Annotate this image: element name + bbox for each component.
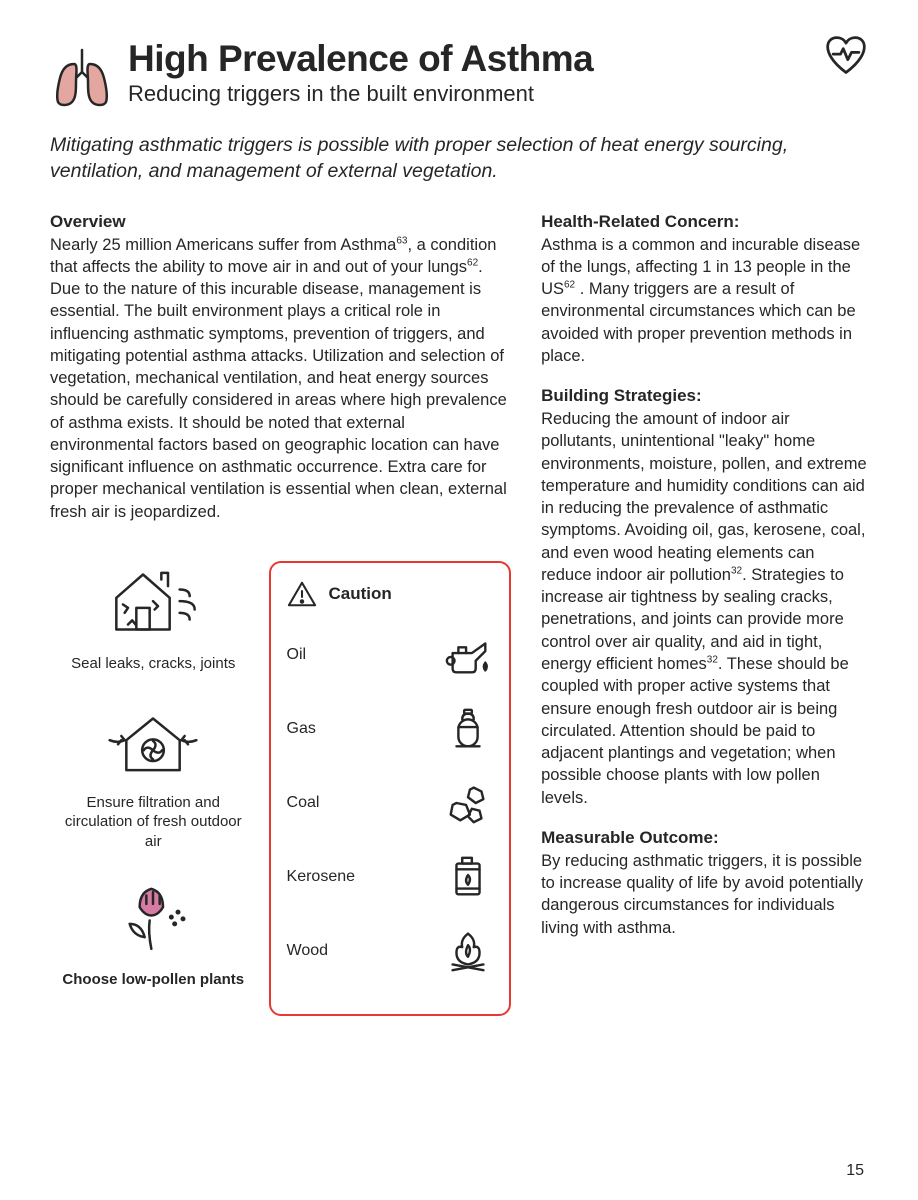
fuel-label-coal: Coal	[287, 794, 444, 812]
house-cracks-icon	[103, 561, 203, 643]
strategy-filter: Ensure filtration and circulation of fre…	[50, 700, 257, 852]
fuel-label-gas: Gas	[287, 720, 444, 738]
overview-text-a: Nearly 25 million Americans suffer from …	[50, 236, 396, 254]
building-strategies-sup-b: 32	[707, 655, 718, 666]
fire-wood-icon	[443, 927, 493, 975]
fuel-row-kerosene: Kerosene	[287, 853, 494, 901]
strategy-plants-label: Choose low-pollen plants	[50, 970, 257, 990]
building-strategies-text-c: . These should be coupled with proper ac…	[541, 655, 849, 807]
right-column: Health-Related Concern: Asthma is a comm…	[541, 211, 868, 1016]
kerosene-can-icon	[443, 853, 493, 901]
lungs-icon	[50, 46, 114, 110]
flower-icon	[103, 877, 203, 959]
page-number: 15	[846, 1162, 864, 1180]
fuel-label-kerosene: Kerosene	[287, 868, 444, 886]
health-concern-heading: Health-Related Concern:	[541, 212, 739, 231]
overview-sup-b: 62	[467, 257, 478, 268]
fuel-row-gas: Gas	[287, 705, 494, 753]
caution-header: Caution	[287, 579, 494, 609]
page-subtitle: Reducing triggers in the built environme…	[128, 81, 824, 107]
overview-sup-a: 63	[396, 235, 407, 246]
left-column: Overview Nearly 25 million Americans suf…	[50, 211, 511, 1016]
intro-text: Mitigating asthmatic triggers is possibl…	[50, 132, 850, 185]
house-fan-icon	[103, 700, 203, 782]
outcome-block: Measurable Outcome: By reducing asthmati…	[541, 827, 868, 939]
building-strategies-sup-a: 32	[731, 565, 742, 576]
strategy-plants: Choose low-pollen plants	[50, 877, 257, 990]
fuel-label-wood: Wood	[287, 942, 444, 960]
caution-title: Caution	[329, 584, 392, 604]
warning-icon	[287, 579, 317, 609]
outcome-text: By reducing asthmatic triggers, it is po…	[541, 852, 863, 937]
overview-block: Overview Nearly 25 million Americans suf…	[50, 211, 511, 523]
health-concern-block: Health-Related Concern: Asthma is a comm…	[541, 211, 868, 368]
fuel-row-wood: Wood	[287, 927, 494, 975]
health-concern-text-b: . Many triggers are a result of environm…	[541, 280, 856, 365]
overview-heading: Overview	[50, 212, 126, 231]
heart-pulse-icon	[824, 34, 868, 78]
header-text: High Prevalence of Asthma Reducing trigg…	[128, 40, 824, 107]
strategy-filter-label: Ensure filtration and circulation of fre…	[50, 793, 257, 852]
page-header: High Prevalence of Asthma Reducing trigg…	[50, 40, 868, 110]
strategies-list: Seal leaks, cracks, joints Ensure filtra…	[50, 561, 257, 1016]
strategy-seal-label: Seal leaks, cracks, joints	[50, 654, 257, 674]
fuel-row-oil: Oil	[287, 631, 494, 679]
building-strategies-heading: Building Strategies:	[541, 386, 702, 405]
fuel-row-coal: Coal	[287, 779, 494, 827]
content-columns: Overview Nearly 25 million Americans suf…	[50, 211, 868, 1016]
health-concern-sup-a: 62	[564, 280, 575, 291]
overview-text-c: . Due to the nature of this incurable di…	[50, 258, 507, 521]
coal-icon	[443, 779, 493, 827]
caution-box: Caution Oil Gas	[269, 561, 512, 1016]
strategy-area: Seal leaks, cracks, joints Ensure filtra…	[50, 561, 511, 1016]
building-strategies-text-a: Reducing the amount of indoor air pollut…	[541, 410, 867, 584]
fuel-label-oil: Oil	[287, 646, 444, 664]
strategy-seal: Seal leaks, cracks, joints	[50, 561, 257, 674]
outcome-heading: Measurable Outcome:	[541, 828, 719, 847]
gas-tank-icon	[443, 705, 493, 753]
building-strategies-block: Building Strategies: Reducing the amount…	[541, 385, 868, 809]
oil-can-icon	[443, 631, 493, 679]
page-title: High Prevalence of Asthma	[128, 40, 824, 79]
